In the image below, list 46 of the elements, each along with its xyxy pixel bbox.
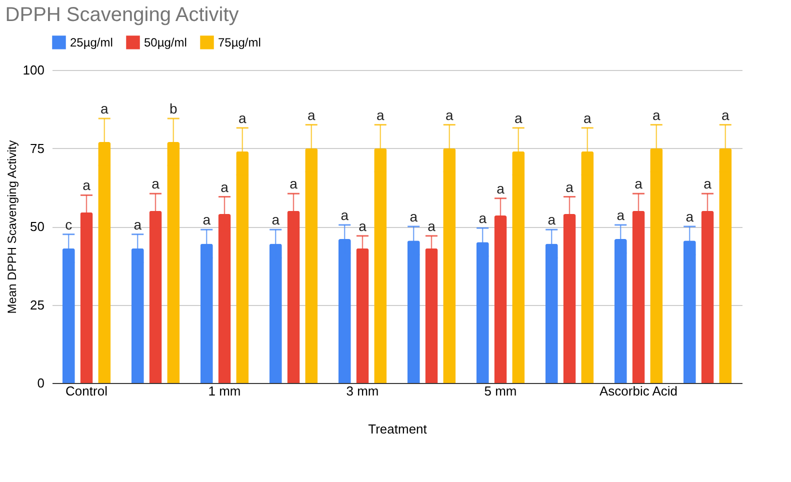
data-label: a [82,177,91,194]
x-axis-title: Treatment [368,422,428,436]
x-tick-label: Control [66,384,108,398]
data-label: a [721,106,730,123]
y-tick-label: 50 [30,219,44,234]
data-label: a [566,178,574,195]
data-label: a [548,212,556,228]
data-label: a [428,218,436,234]
data-label: a [202,212,211,228]
data-label: a [272,212,280,228]
data-label: a [152,176,160,192]
data-label: c [65,216,72,232]
data-label: a [410,208,418,224]
data-label: a [340,206,349,223]
x-tick-label: 5 mm [484,384,517,398]
data-label: a [307,106,316,123]
data-label: a [496,180,505,196]
data-label: a [634,176,643,192]
legend-label: 50µg/ml [144,35,187,50]
data-label: a [686,208,694,224]
x-tick-label: 3 mm [346,384,379,398]
data-label: a [478,210,487,226]
data-label: a [616,206,625,223]
data-label: a [583,110,592,126]
legend-label: 25µg/ml [70,35,113,50]
data-label: a [358,218,367,234]
data-label: b [169,100,178,117]
y-tick-label: 75 [30,140,44,156]
data-label: a [376,106,384,123]
data-label: a [514,110,522,126]
data-label: a [704,176,712,192]
data-label: a [652,106,660,123]
data-label: a [238,110,246,126]
x-tick-label: 1 mm [208,384,241,398]
x-tick-label: Ascorbic Acid [599,384,678,398]
y-tick-label: 100 [22,62,44,78]
y-tick-label: 25 [30,297,44,312]
y-axis-title: Mean DPPH Scavenging Activity [4,140,19,314]
data-label: a [445,106,454,123]
data-label: a [290,176,298,192]
legend-label: 75µg/ml [218,35,261,50]
y-tick-label: 0 [37,376,44,390]
data-label: a [220,178,229,195]
data-label: a [100,100,108,117]
data-label: a [134,216,142,232]
chart-title: DPPH Scavenging Activity [5,4,239,26]
